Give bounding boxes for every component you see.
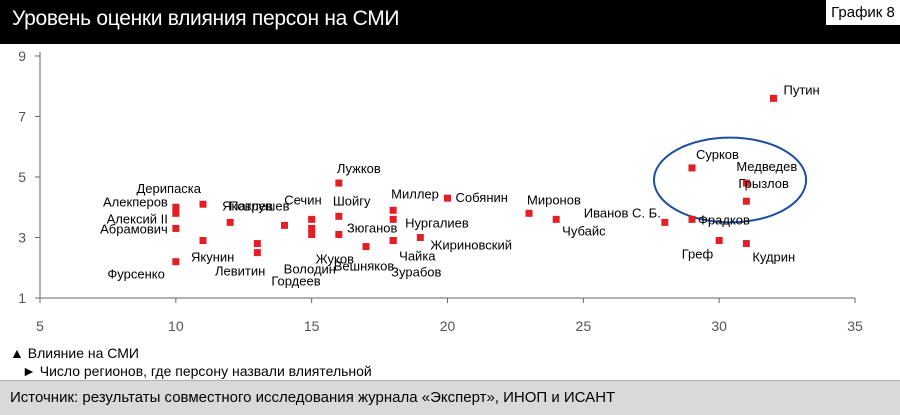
data-point: [199, 200, 207, 208]
data-label: Зурабов: [391, 265, 441, 280]
data-point: [172, 203, 180, 211]
chart-title: Уровень оценки влияния персон на СМИ: [12, 7, 400, 30]
data-label: Сурков: [696, 147, 739, 162]
data-point: [389, 206, 397, 214]
y-tick-label: 1: [18, 290, 26, 306]
y-tick-label: 7: [18, 109, 26, 125]
data-point: [253, 249, 261, 257]
data-point: [281, 221, 288, 229]
data-point: [308, 230, 316, 238]
data-label: Миронов: [527, 192, 581, 207]
data-point: [525, 209, 533, 217]
data-label: Чайка: [399, 249, 436, 264]
y-tick-label: 9: [18, 48, 26, 64]
data-label: Грызлов: [738, 176, 789, 191]
data-point: [253, 240, 261, 248]
data-label: Лужков: [337, 161, 381, 176]
data-label: Абрамович: [100, 221, 168, 236]
x-tick-label: 35: [847, 318, 863, 334]
data-point: [688, 164, 696, 172]
data-label: Сечин: [284, 192, 321, 207]
data-label: Жуков: [316, 251, 354, 266]
data-point: [335, 212, 343, 220]
data-point: [389, 215, 397, 223]
data-point: [742, 240, 750, 248]
data-label: Алексий II: [107, 211, 168, 226]
data-points: [172, 94, 777, 266]
data-point: [362, 243, 370, 251]
data-label: Греф: [682, 247, 714, 262]
data-label: Шойгу: [333, 193, 371, 208]
data-label: Алекперов: [103, 194, 168, 209]
data-point: [308, 224, 316, 232]
data-point: [661, 218, 669, 226]
data-point: [308, 215, 316, 223]
data-point: [715, 237, 723, 245]
data-point: [552, 215, 560, 223]
data-label: Собянин: [456, 190, 508, 205]
data-point: [226, 218, 234, 226]
highlight-ellipse-group: [652, 136, 808, 224]
x-tick-label: 15: [304, 318, 320, 334]
x-tick-label: 10: [168, 318, 184, 334]
y-tick-label: 3: [18, 230, 26, 246]
data-label: Володин: [284, 261, 336, 276]
data-point: [389, 237, 397, 245]
data-label: Фрадков: [698, 212, 750, 227]
data-label: Нургалиев: [405, 215, 469, 230]
x-tick-label: 30: [711, 318, 727, 334]
data-point: [172, 209, 180, 217]
data-label: Яковлев: [222, 198, 273, 213]
data-point: [335, 230, 343, 238]
data-label: Кудрин: [752, 250, 795, 265]
chart-number-label: График 8: [826, 0, 900, 25]
source-footer: Источник: результаты совместного исследо…: [0, 380, 900, 415]
data-point: [688, 215, 696, 223]
y-tick-label: 5: [18, 169, 26, 185]
data-label: Миллер: [391, 186, 439, 201]
data-label: Якунин: [191, 250, 234, 265]
data-label: Жириновский: [430, 238, 512, 253]
data-label: Путин: [784, 82, 820, 97]
data-label: Иванов С. Б.: [584, 205, 661, 220]
x-tick-label: 20: [440, 318, 456, 334]
data-label: Патрушев: [229, 198, 289, 213]
data-label: Дерипаска: [137, 181, 202, 196]
x-tick-label: 25: [576, 318, 592, 334]
highlight-ellipse: [652, 136, 808, 224]
data-point: [742, 197, 750, 205]
source-text: Источник: результаты совместного исследо…: [10, 389, 616, 406]
legend: ▲ Влияние на СМИ ► Число регионов, где п…: [10, 344, 372, 380]
data-point: [770, 94, 777, 102]
data-point: [444, 194, 451, 202]
data-point: [742, 179, 750, 187]
data-point: [172, 224, 180, 232]
legend-y-axis: ▲ Влияние на СМИ: [10, 345, 139, 361]
x-tick-label: 5: [36, 318, 44, 334]
data-label: Вешняков: [334, 259, 395, 274]
data-label: Чубайс: [562, 223, 606, 238]
data-point: [199, 237, 207, 245]
title-bar: Уровень оценки влияния персон на СМИ Гра…: [0, 0, 900, 44]
data-label: Зюганов: [347, 220, 398, 235]
data-point: [172, 258, 180, 266]
data-label: Медведев: [736, 159, 797, 174]
data-label: Гордеев: [271, 274, 320, 289]
data-point: [335, 179, 343, 187]
data-label: Фурсенко: [107, 267, 164, 282]
data-point: [416, 234, 424, 241]
legend-x-axis: ► Число регионов, где персону назвали вл…: [22, 363, 372, 379]
data-label: Левитин: [215, 264, 265, 279]
